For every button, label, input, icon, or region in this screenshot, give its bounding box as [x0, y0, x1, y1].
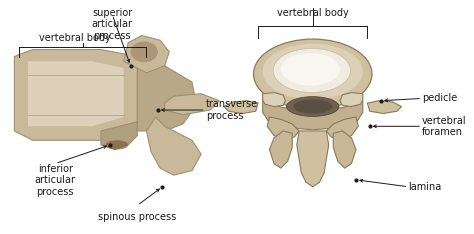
Polygon shape — [224, 101, 258, 113]
Polygon shape — [124, 36, 169, 73]
Text: vertebral body: vertebral body — [39, 33, 111, 43]
Text: vertebral
foramen: vertebral foramen — [422, 116, 467, 137]
Text: spinous process: spinous process — [98, 212, 176, 222]
Ellipse shape — [106, 140, 128, 150]
Text: superior
articular
process: superior articular process — [92, 8, 133, 41]
Polygon shape — [340, 93, 363, 106]
Ellipse shape — [273, 48, 351, 93]
Ellipse shape — [254, 39, 372, 109]
Ellipse shape — [281, 53, 340, 86]
Polygon shape — [101, 122, 137, 150]
Text: transverse
process: transverse process — [206, 99, 258, 121]
Polygon shape — [263, 101, 363, 130]
Text: inferior
articular
process: inferior articular process — [35, 164, 76, 197]
Polygon shape — [137, 66, 197, 131]
Polygon shape — [146, 117, 201, 175]
Text: lamina: lamina — [409, 182, 442, 192]
Polygon shape — [367, 101, 401, 113]
Polygon shape — [327, 117, 358, 140]
Text: vertebral body: vertebral body — [277, 8, 348, 18]
Ellipse shape — [287, 97, 339, 117]
Ellipse shape — [263, 44, 363, 99]
Polygon shape — [267, 117, 299, 140]
Text: pedicle: pedicle — [422, 93, 457, 103]
Ellipse shape — [293, 99, 332, 114]
Polygon shape — [263, 93, 285, 106]
Polygon shape — [28, 61, 124, 126]
Polygon shape — [333, 131, 356, 168]
Ellipse shape — [130, 41, 158, 62]
Polygon shape — [164, 94, 219, 115]
Polygon shape — [297, 131, 328, 187]
Polygon shape — [269, 131, 292, 168]
Polygon shape — [14, 50, 137, 140]
